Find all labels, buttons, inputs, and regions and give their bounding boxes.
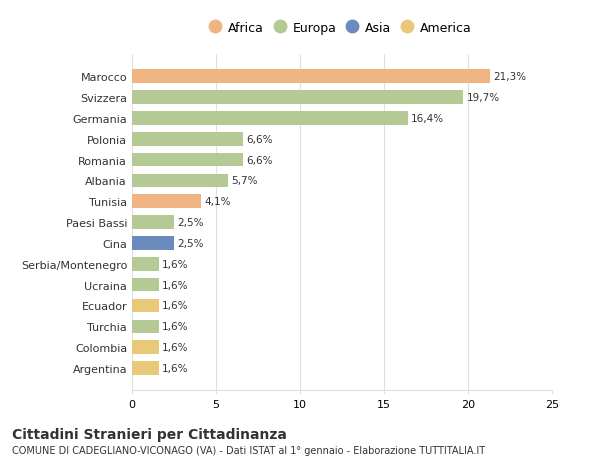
Text: 1,6%: 1,6% xyxy=(162,280,189,290)
Text: 5,7%: 5,7% xyxy=(231,176,257,186)
Bar xyxy=(132,70,490,84)
Bar xyxy=(132,174,228,188)
Bar xyxy=(132,257,159,271)
Text: 4,1%: 4,1% xyxy=(204,197,231,207)
Bar xyxy=(132,278,159,292)
Text: 1,6%: 1,6% xyxy=(162,259,189,269)
Bar xyxy=(132,133,243,146)
Text: COMUNE DI CADEGLIANO-VICONAGO (VA) - Dati ISTAT al 1° gennaio - Elaborazione TUT: COMUNE DI CADEGLIANO-VICONAGO (VA) - Dat… xyxy=(12,445,485,455)
Legend: Africa, Europa, Asia, America: Africa, Europa, Asia, America xyxy=(208,18,476,38)
Bar xyxy=(132,341,159,354)
Text: 6,6%: 6,6% xyxy=(246,134,273,145)
Bar xyxy=(132,216,174,230)
Bar xyxy=(132,91,463,105)
Text: 1,6%: 1,6% xyxy=(162,301,189,311)
Bar xyxy=(132,237,174,250)
Text: 2,5%: 2,5% xyxy=(178,218,204,228)
Text: 1,6%: 1,6% xyxy=(162,322,189,331)
Text: 1,6%: 1,6% xyxy=(162,363,189,373)
Bar xyxy=(132,153,243,167)
Text: Cittadini Stranieri per Cittadinanza: Cittadini Stranieri per Cittadinanza xyxy=(12,427,287,441)
Bar xyxy=(132,195,201,208)
Bar xyxy=(132,361,159,375)
Bar xyxy=(132,299,159,313)
Text: 2,5%: 2,5% xyxy=(178,238,204,248)
Text: 16,4%: 16,4% xyxy=(411,114,444,123)
Text: 1,6%: 1,6% xyxy=(162,342,189,353)
Bar xyxy=(132,320,159,333)
Bar xyxy=(132,112,407,125)
Text: 21,3%: 21,3% xyxy=(493,72,526,82)
Text: 6,6%: 6,6% xyxy=(246,155,273,165)
Text: 19,7%: 19,7% xyxy=(466,93,499,103)
